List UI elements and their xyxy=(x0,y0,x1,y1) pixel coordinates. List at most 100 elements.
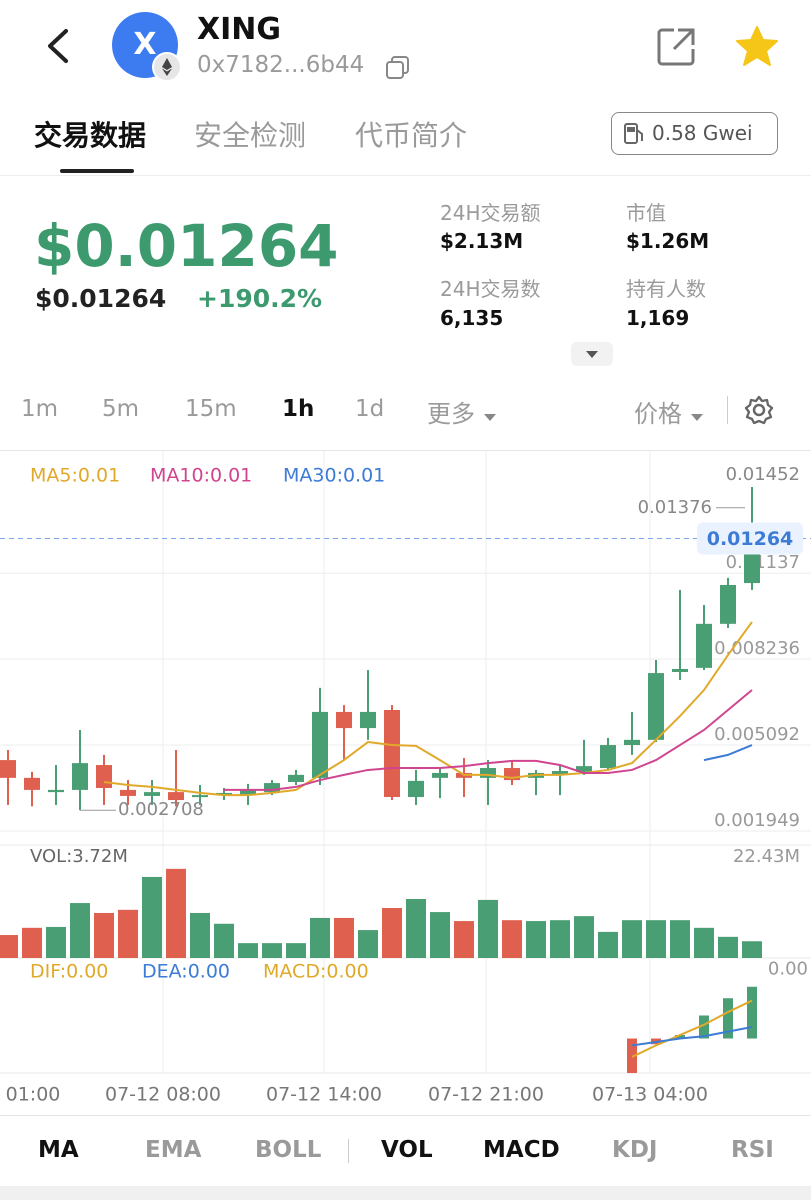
x-tick-label: 07-12 14:00 xyxy=(266,1084,382,1106)
divider xyxy=(727,396,728,424)
macd-line xyxy=(631,999,753,1058)
candle-body xyxy=(432,772,448,778)
stat-label: 市值 xyxy=(626,201,666,225)
macd-legend: MACD:0.00 xyxy=(263,961,369,983)
price-mode[interactable]: 价格 xyxy=(634,394,704,429)
candle-body xyxy=(216,792,232,796)
divider xyxy=(0,1115,811,1116)
tab[interactable]: 交易数据 xyxy=(34,119,147,152)
volume-bar xyxy=(406,899,426,958)
stat-value: 6,135 xyxy=(440,306,504,330)
volume-bar xyxy=(550,920,570,958)
candle-body xyxy=(240,789,256,796)
expand-button[interactable] xyxy=(571,342,613,366)
candle-body xyxy=(624,739,640,746)
volume-bar xyxy=(118,909,138,958)
last-price-box xyxy=(697,522,803,555)
y-tick-label: 0.001949 xyxy=(714,810,800,831)
volume-bar xyxy=(718,936,738,958)
y-tick-label: 0.01137 xyxy=(726,552,800,573)
indicator-tab[interactable]: MACD xyxy=(483,1137,560,1163)
interval-active[interactable]: 1h xyxy=(282,396,315,422)
macd-bar xyxy=(699,1015,709,1039)
volume-bar xyxy=(478,899,498,958)
indicator-tab[interactable]: RSI xyxy=(731,1137,774,1163)
interval[interactable]: 5m xyxy=(102,396,140,422)
indicator-tab[interactable]: EMA xyxy=(145,1137,202,1163)
ma-legend: MA30:0.01 xyxy=(283,465,385,487)
x-tick-label: 07-12 08:00 xyxy=(105,1084,221,1106)
share-icon[interactable] xyxy=(656,26,698,68)
y-tick-label: 0.005092 xyxy=(714,724,800,745)
ma-line xyxy=(703,744,753,762)
candle-body xyxy=(600,745,616,769)
price-sub: $0.01264 xyxy=(35,284,167,313)
volume-bar xyxy=(94,912,114,958)
more-label: 更多 xyxy=(427,400,475,428)
ma-legend: MA10:0.01 xyxy=(150,465,252,487)
gas-button[interactable]: 0.58 Gwei xyxy=(611,112,778,155)
volume-bar xyxy=(334,917,354,958)
last-price-label: 0.01264 xyxy=(707,528,794,550)
macd-line xyxy=(631,1026,753,1047)
volume-bar xyxy=(22,927,42,958)
candle-body xyxy=(24,777,40,790)
tab[interactable]: 安全检测 xyxy=(194,119,307,152)
candle-body xyxy=(0,760,16,778)
volume-bar xyxy=(214,923,234,958)
stat-value: 1,169 xyxy=(626,306,690,330)
candle-body xyxy=(96,765,112,789)
candle-body xyxy=(120,789,136,796)
volume-bar xyxy=(0,935,18,958)
volume-bar xyxy=(670,920,690,958)
indicator-tab[interactable]: VOL xyxy=(381,1137,433,1163)
volume-bar xyxy=(598,931,618,958)
candle-body xyxy=(48,789,64,793)
x-tick-label: 07-12 21:00 xyxy=(428,1084,544,1106)
back-button[interactable] xyxy=(38,26,78,66)
volume-bar xyxy=(646,920,666,958)
price-mode-label: 价格 xyxy=(634,400,682,428)
divider xyxy=(0,175,811,176)
token-address: 0x7182...6b44 xyxy=(197,52,365,78)
candle-body xyxy=(480,768,496,778)
volume-bar xyxy=(166,868,186,958)
interval[interactable]: 1d xyxy=(355,396,385,422)
candle-body xyxy=(264,783,280,793)
indicator-tab[interactable]: KDJ xyxy=(612,1137,658,1163)
indicator-tab[interactable]: MA xyxy=(38,1137,79,1163)
volume-bar xyxy=(310,917,330,958)
volume-bar xyxy=(190,912,210,958)
price-main: $0.01264 xyxy=(34,212,339,280)
favorite-star[interactable] xyxy=(734,24,780,70)
volume-tick-label: 22.43M xyxy=(733,846,800,867)
volume-bar xyxy=(70,903,90,958)
settings-icon[interactable] xyxy=(744,395,774,425)
candle-body xyxy=(384,710,400,798)
ma-legend: MA5:0.01 xyxy=(30,465,120,487)
stat-label: 持有人数 xyxy=(626,277,706,301)
ma-line xyxy=(224,689,753,791)
candle-body xyxy=(312,711,328,778)
indicator-tab[interactable]: BOLL xyxy=(255,1137,322,1163)
interval[interactable]: 1m xyxy=(21,396,59,422)
ma-line xyxy=(103,621,753,797)
volume-bar xyxy=(46,926,66,958)
stat-label: 24H交易额 xyxy=(440,201,541,225)
candle-body xyxy=(672,668,688,672)
high-label: 0.01452 xyxy=(726,464,800,485)
macd-tick-label: 0.00 xyxy=(768,959,808,980)
interval[interactable]: 15m xyxy=(185,396,237,422)
volume-bar xyxy=(142,876,162,958)
volume-bar xyxy=(694,927,714,958)
high-marker-label: 0.01376 xyxy=(638,497,712,518)
copy-icon[interactable] xyxy=(384,54,412,82)
tab[interactable]: 代币简介 xyxy=(355,119,468,152)
volume-bar xyxy=(742,941,762,958)
candle-body xyxy=(168,792,184,801)
volume-bar xyxy=(382,908,402,958)
more-intervals[interactable]: 更多 xyxy=(427,394,497,429)
volume-bar xyxy=(502,920,522,958)
x-tick-label: 07-13 04:00 xyxy=(592,1084,708,1106)
